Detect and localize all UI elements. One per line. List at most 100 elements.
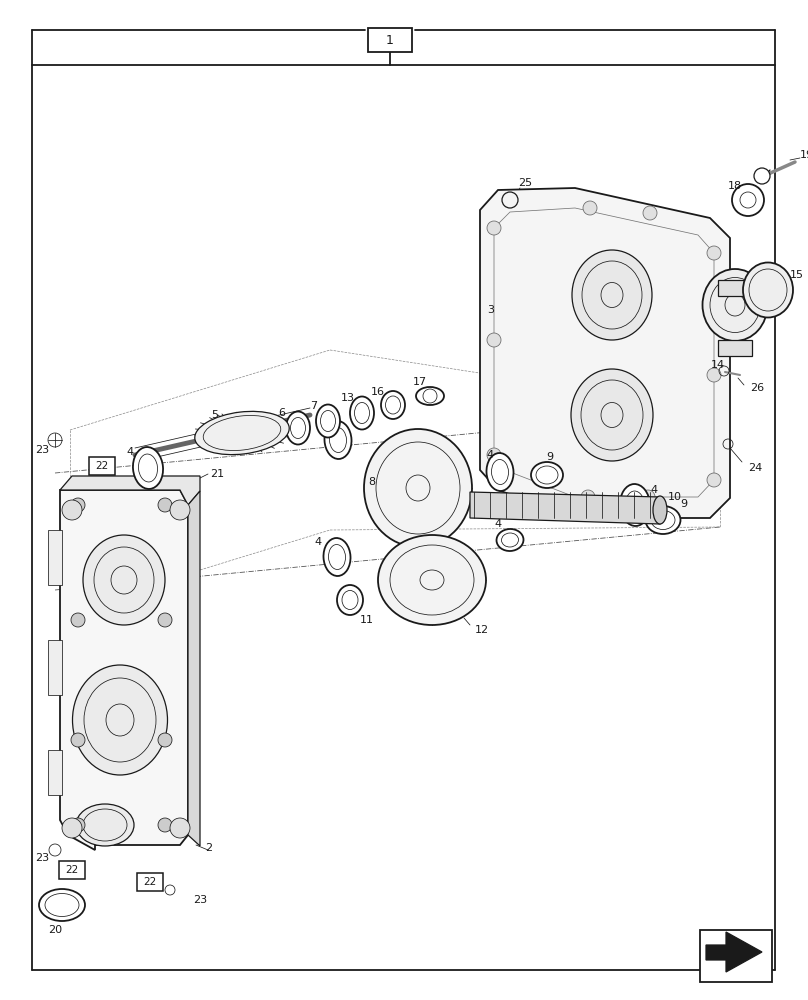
Circle shape — [732, 184, 764, 216]
Bar — [718, 340, 752, 356]
Polygon shape — [706, 932, 762, 972]
Text: 21: 21 — [210, 469, 224, 479]
Ellipse shape — [486, 453, 514, 491]
Text: 2: 2 — [205, 843, 213, 853]
Text: 4: 4 — [494, 519, 502, 529]
Text: 16: 16 — [371, 387, 385, 397]
Text: 8: 8 — [368, 477, 376, 487]
Circle shape — [62, 500, 82, 520]
Circle shape — [643, 206, 657, 220]
Circle shape — [583, 201, 597, 215]
Ellipse shape — [325, 421, 351, 459]
Text: 11: 11 — [360, 615, 374, 625]
Text: 10: 10 — [668, 492, 682, 502]
Circle shape — [71, 733, 85, 747]
Circle shape — [158, 818, 172, 832]
Polygon shape — [60, 490, 188, 850]
Circle shape — [754, 168, 770, 184]
Ellipse shape — [195, 411, 289, 455]
Text: 9: 9 — [680, 499, 687, 509]
Text: 1: 1 — [386, 33, 394, 46]
Circle shape — [707, 246, 721, 260]
Circle shape — [487, 221, 501, 235]
Circle shape — [707, 368, 721, 382]
Text: 17: 17 — [413, 377, 427, 387]
Circle shape — [158, 613, 172, 627]
Circle shape — [71, 818, 85, 832]
Ellipse shape — [76, 804, 134, 846]
Text: 5: 5 — [212, 410, 218, 420]
Circle shape — [71, 613, 85, 627]
Text: 13: 13 — [341, 393, 355, 403]
Bar — [48, 530, 62, 585]
Ellipse shape — [316, 404, 340, 438]
Polygon shape — [60, 476, 200, 505]
Bar — [89, 457, 115, 475]
Circle shape — [707, 473, 721, 487]
Text: 9: 9 — [546, 452, 553, 462]
Ellipse shape — [572, 250, 652, 340]
Bar — [700, 930, 772, 982]
Circle shape — [170, 818, 190, 838]
Text: 22: 22 — [95, 461, 108, 471]
Circle shape — [71, 498, 85, 512]
Ellipse shape — [364, 429, 472, 547]
Text: 18: 18 — [728, 181, 742, 191]
Text: 6: 6 — [279, 408, 285, 418]
Ellipse shape — [571, 369, 653, 461]
Ellipse shape — [653, 496, 667, 524]
Ellipse shape — [286, 412, 310, 444]
Text: 22: 22 — [65, 865, 78, 875]
Ellipse shape — [323, 538, 351, 576]
Ellipse shape — [133, 447, 163, 489]
Polygon shape — [470, 492, 665, 524]
Ellipse shape — [702, 269, 768, 341]
Polygon shape — [480, 188, 730, 518]
Text: 23: 23 — [193, 895, 207, 905]
Text: 14: 14 — [711, 360, 725, 370]
Text: 23: 23 — [35, 445, 49, 455]
Bar — [48, 750, 62, 795]
Circle shape — [62, 818, 82, 838]
Text: 19: 19 — [800, 150, 808, 160]
Text: 22: 22 — [143, 877, 157, 887]
Ellipse shape — [381, 391, 405, 419]
Text: 25: 25 — [518, 178, 532, 188]
Ellipse shape — [416, 387, 444, 405]
Text: 15: 15 — [790, 270, 804, 280]
Circle shape — [581, 490, 595, 504]
Ellipse shape — [531, 462, 563, 488]
Text: 4: 4 — [314, 537, 322, 547]
Text: 23: 23 — [35, 853, 49, 863]
Text: 20: 20 — [48, 925, 62, 935]
Ellipse shape — [646, 506, 680, 534]
Ellipse shape — [337, 585, 363, 615]
Text: 3: 3 — [487, 305, 494, 315]
Bar — [48, 640, 62, 695]
Text: 4: 4 — [486, 450, 494, 460]
Ellipse shape — [39, 889, 85, 921]
Text: 26: 26 — [750, 383, 764, 393]
Text: 4: 4 — [650, 485, 657, 495]
Circle shape — [641, 490, 655, 504]
Circle shape — [487, 333, 501, 347]
Ellipse shape — [743, 262, 793, 318]
Ellipse shape — [496, 529, 524, 551]
Text: 24: 24 — [748, 463, 762, 473]
Ellipse shape — [73, 665, 167, 775]
Text: 7: 7 — [310, 401, 318, 411]
Bar — [59, 861, 85, 879]
Text: 4: 4 — [126, 447, 133, 457]
Ellipse shape — [620, 484, 650, 526]
Bar — [368, 28, 412, 52]
Ellipse shape — [83, 535, 165, 625]
Bar — [137, 873, 163, 891]
Polygon shape — [188, 491, 200, 846]
Text: 4: 4 — [317, 420, 323, 430]
Bar — [718, 280, 752, 296]
Circle shape — [487, 448, 501, 462]
Circle shape — [158, 498, 172, 512]
Circle shape — [170, 500, 190, 520]
Text: 12: 12 — [475, 625, 489, 635]
Ellipse shape — [378, 535, 486, 625]
